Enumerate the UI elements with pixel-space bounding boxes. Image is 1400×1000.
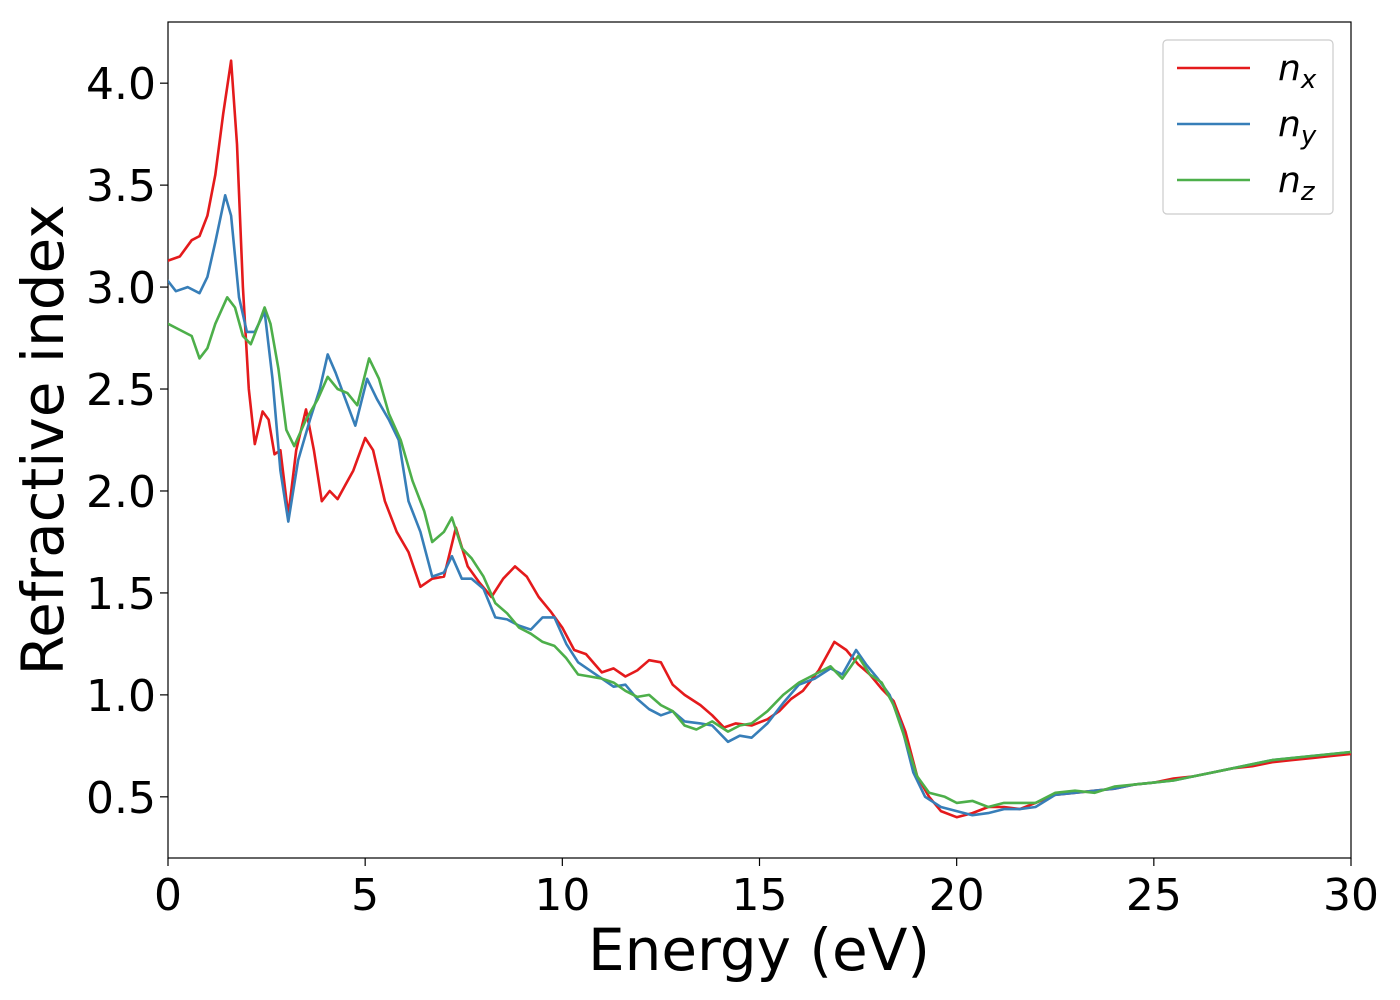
y-tick-label: 2.5	[86, 365, 156, 416]
y-tick-label: 0.5	[86, 773, 156, 824]
y-axis-ticks: 0.5 1.0 1.5 2.0 2.5 3.0 3.5 4.0	[86, 59, 168, 824]
legend-label-subscript: y	[1300, 121, 1317, 151]
legend-label-subscript: x	[1300, 65, 1317, 95]
y-axis-label: Refractive index	[9, 204, 77, 675]
x-axis-ticks: 0 5 10 15 20 25 30	[154, 858, 1379, 921]
legend-label-base: n	[1278, 104, 1301, 145]
y-tick-label: 2.0	[86, 467, 156, 518]
series-line-y	[168, 194, 1351, 817]
series-lines	[168, 59, 1351, 819]
legend-label-base: n	[1278, 48, 1301, 89]
legend-box	[1162, 39, 1334, 215]
x-tick-label: 0	[154, 870, 182, 921]
x-tick-label: 30	[1323, 870, 1379, 921]
x-tick-label: 15	[732, 870, 788, 921]
series-line-z	[168, 296, 1351, 809]
legend-label-z: nz	[1278, 160, 1316, 207]
y-tick-label: 3.0	[86, 263, 156, 314]
x-tick-label: 5	[351, 870, 379, 921]
x-tick-label: 25	[1126, 870, 1182, 921]
legend-label-base: n	[1278, 160, 1301, 201]
legend-label-y: ny	[1278, 104, 1317, 151]
y-tick-label: 1.5	[86, 569, 156, 620]
y-tick-label: 1.0	[86, 671, 156, 722]
legend-label-subscript: z	[1300, 177, 1316, 207]
legend-label-x: nx	[1278, 48, 1317, 95]
x-axis-label: Energy (eV)	[588, 916, 930, 984]
x-tick-label: 20	[929, 870, 985, 921]
x-tick-label: 10	[534, 870, 590, 921]
y-tick-label: 4.0	[86, 59, 156, 110]
y-tick-label: 3.5	[86, 161, 156, 212]
